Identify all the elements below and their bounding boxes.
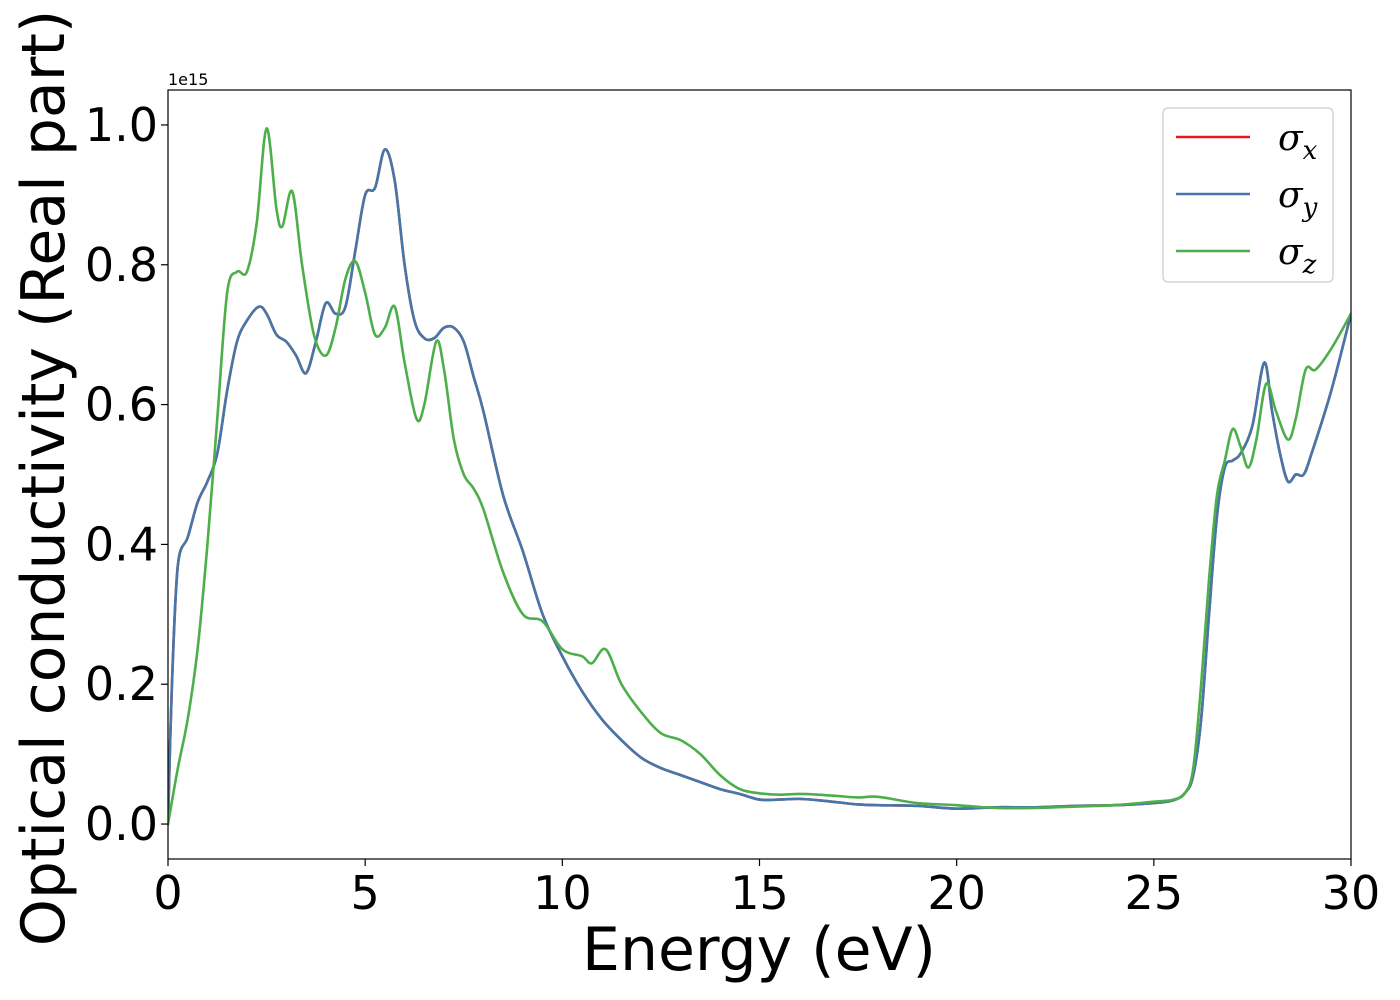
y-axis: 0.0 0.2 0.4 0.6 0.8 1.0 <box>85 98 168 851</box>
legend: σx σy σz <box>1162 107 1334 283</box>
series-lines <box>168 127 1351 826</box>
y-tick-label: 0.0 <box>85 797 158 851</box>
x-axis-title: Energy (eV) <box>582 915 936 985</box>
series-line-y <box>168 148 1351 826</box>
x-tick-label: 5 <box>351 866 380 920</box>
y-tick-label: 0.2 <box>85 657 158 711</box>
legend-label-y: σy <box>1278 175 1318 223</box>
x-tick-label: 0 <box>153 866 182 920</box>
x-tick-label: 15 <box>730 866 789 920</box>
series-line-z <box>168 127 1351 826</box>
y-tick-label: 0.8 <box>85 238 158 292</box>
y-tick-label: 1.0 <box>85 98 158 152</box>
y-offset-label: 1e15 <box>168 70 208 89</box>
x-tick-label: 25 <box>1125 866 1184 920</box>
y-axis-title: Optical conductivity (Real part) <box>9 10 79 947</box>
y-tick-label: 0.6 <box>85 378 158 432</box>
x-tick-label: 30 <box>1322 866 1381 920</box>
legend-label-x: σx <box>1278 118 1318 166</box>
y-tick-label: 0.4 <box>85 517 158 571</box>
x-tick-label: 20 <box>927 866 986 920</box>
legend-label-z: σz <box>1278 232 1317 280</box>
x-tick-label: 10 <box>533 866 592 920</box>
x-axis: 0 5 10 15 20 25 30 <box>153 859 1380 920</box>
